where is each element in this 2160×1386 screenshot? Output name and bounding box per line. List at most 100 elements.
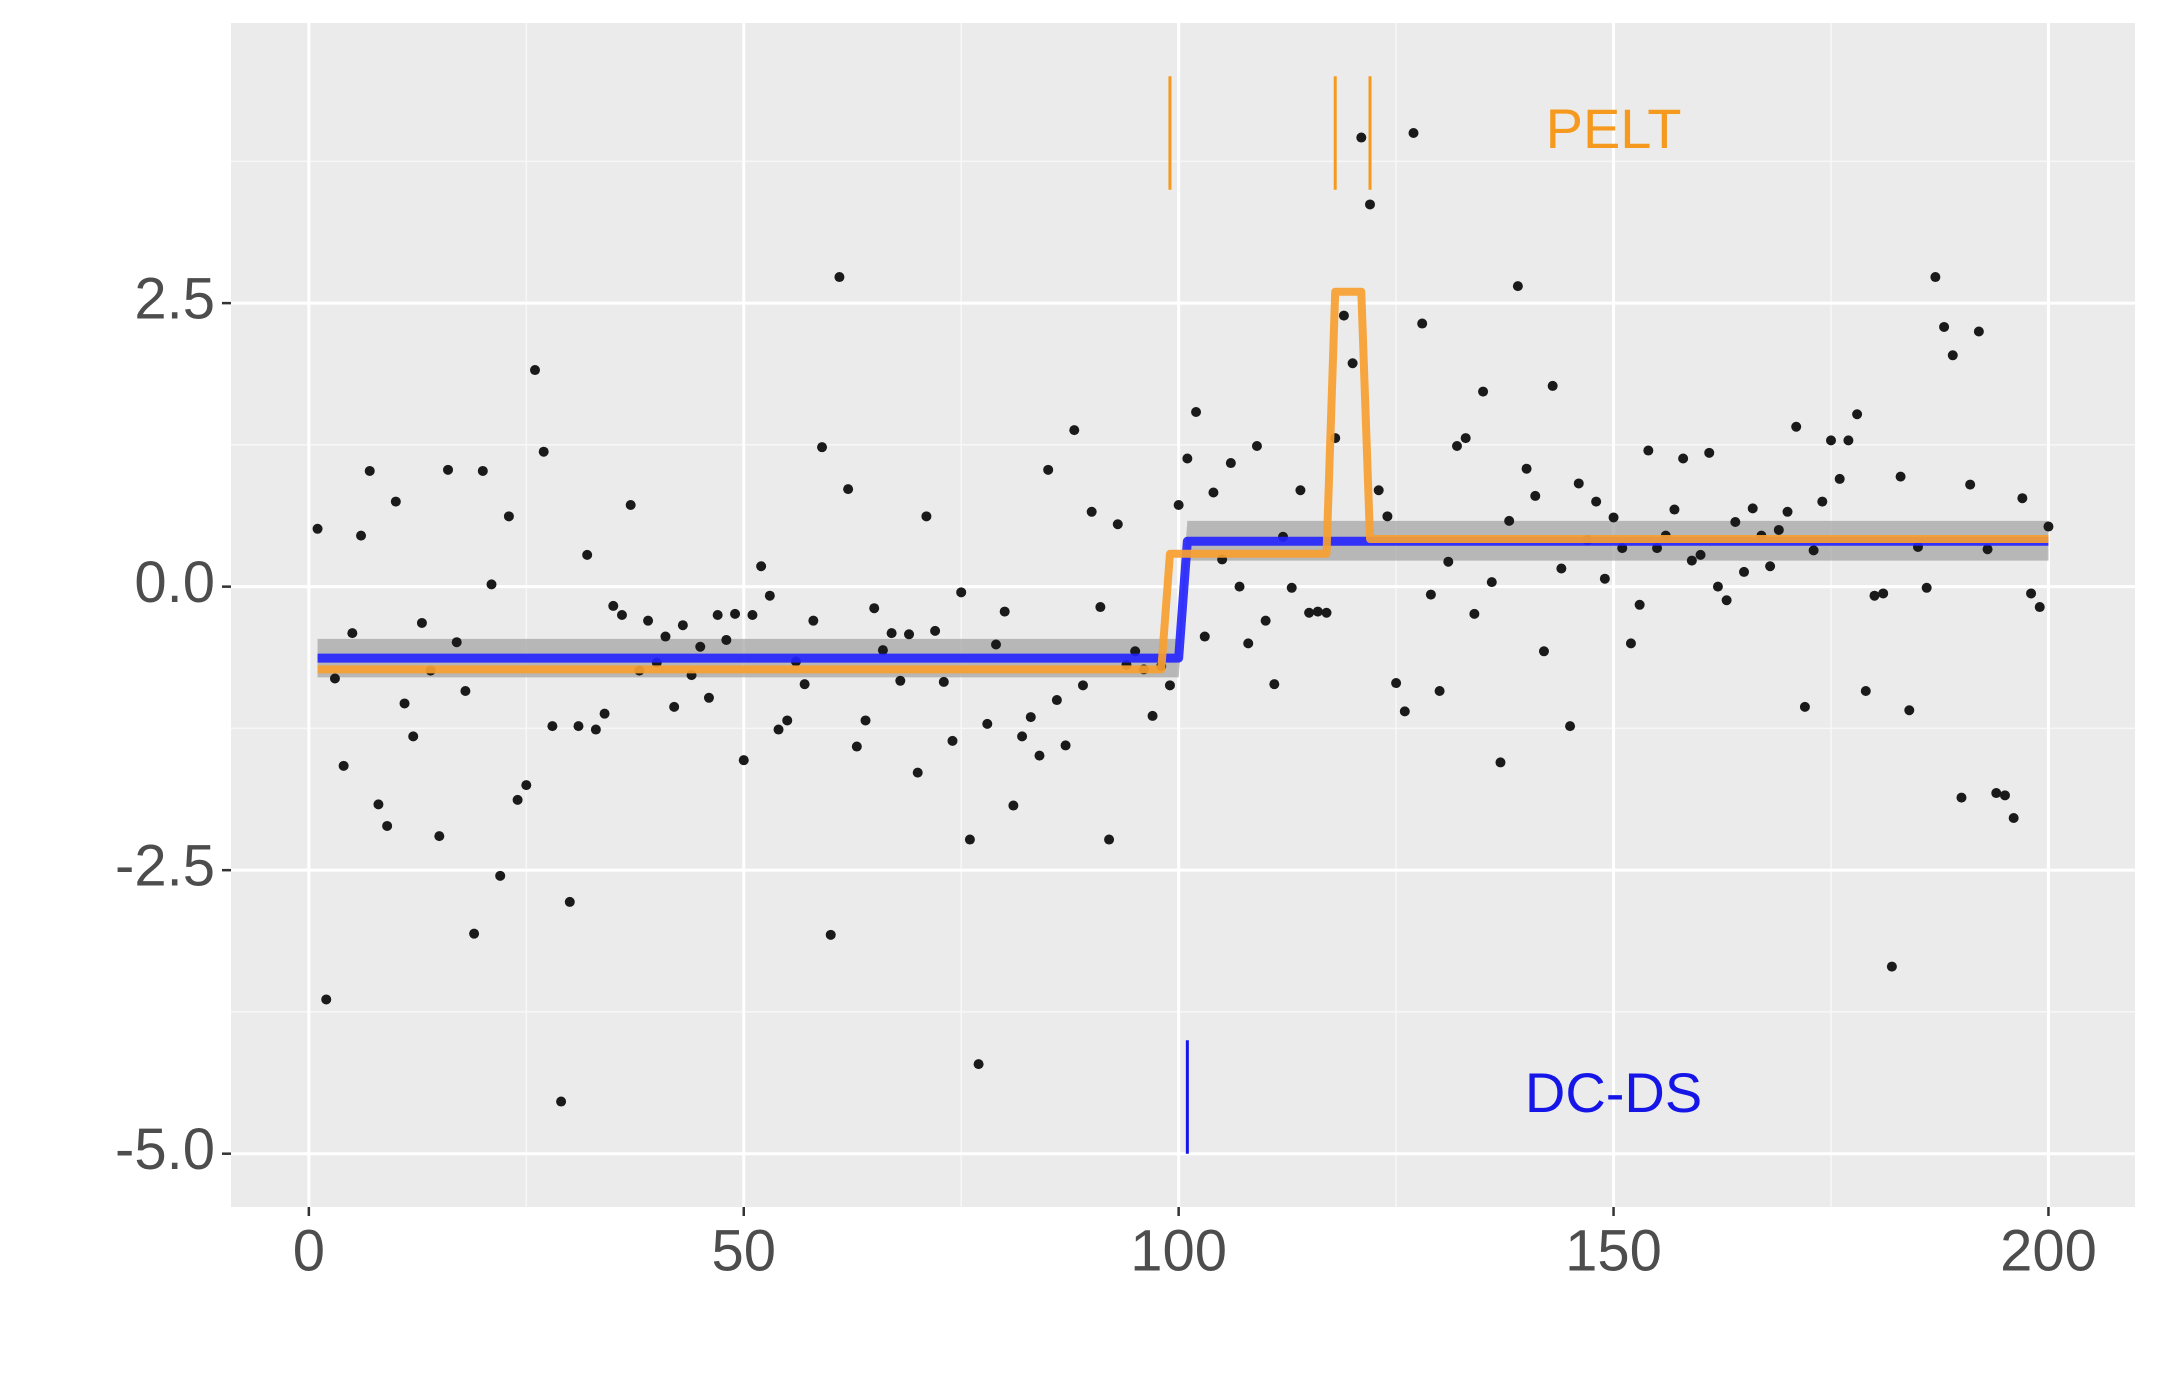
data-point xyxy=(1834,473,1845,484)
data-point xyxy=(356,530,367,541)
data-point xyxy=(529,365,540,376)
x-tick-label: 200 xyxy=(2000,1218,2097,1283)
data-point xyxy=(399,698,410,709)
data-point xyxy=(1008,800,1019,811)
data-point xyxy=(1104,834,1115,845)
data-point xyxy=(495,870,506,881)
data-point xyxy=(973,1059,984,1070)
data-point xyxy=(1530,490,1541,501)
data-point xyxy=(1077,680,1088,691)
data-point xyxy=(1860,685,1871,696)
data-point xyxy=(1895,471,1906,482)
data-point xyxy=(1599,573,1610,584)
data-point xyxy=(1991,788,2002,799)
data-point xyxy=(1034,750,1045,761)
data-point xyxy=(1304,607,1315,618)
data-point xyxy=(1356,132,1367,143)
data-point xyxy=(1565,721,1576,732)
data-point xyxy=(1391,678,1402,689)
data-point xyxy=(1704,447,1715,458)
data-point xyxy=(564,896,575,907)
data-point xyxy=(1547,380,1558,391)
data-point xyxy=(477,465,488,476)
data-point xyxy=(1573,478,1584,489)
data-point xyxy=(964,834,975,845)
data-point xyxy=(712,610,723,620)
data-point xyxy=(1686,555,1697,566)
data-point xyxy=(1504,515,1515,526)
data-point xyxy=(1095,602,1106,613)
data-point xyxy=(912,767,923,778)
data-point xyxy=(930,625,941,636)
data-point xyxy=(730,608,741,619)
data-point xyxy=(834,272,845,283)
data-point xyxy=(1164,680,1175,691)
data-point xyxy=(512,794,523,805)
data-point xyxy=(825,929,836,940)
data-point xyxy=(851,741,862,752)
fitted-line xyxy=(317,287,2049,674)
annotation: PELT xyxy=(1546,97,1682,160)
data-point xyxy=(443,464,454,475)
data-point xyxy=(1930,272,1941,283)
data-point xyxy=(721,634,732,645)
data-point xyxy=(1495,757,1506,768)
data-point xyxy=(877,645,888,656)
data-point xyxy=(469,928,480,939)
data-point xyxy=(782,715,793,726)
data-point xyxy=(843,484,854,495)
data-point xyxy=(1765,561,1776,572)
data-point xyxy=(1173,499,1184,510)
data-point xyxy=(521,780,532,791)
data-point xyxy=(1399,706,1410,717)
data-point xyxy=(2008,813,2019,824)
data-point xyxy=(1425,589,1436,600)
data-point xyxy=(1234,581,1245,592)
data-point xyxy=(1956,792,1967,803)
data-point xyxy=(364,465,375,476)
data-point xyxy=(660,631,671,642)
data-point xyxy=(1312,606,1323,617)
data-point xyxy=(2034,602,2045,613)
data-point xyxy=(1017,731,1028,742)
y-tick-label: -2.5 xyxy=(115,834,215,899)
data-point xyxy=(347,628,358,639)
data-point xyxy=(921,511,932,522)
y-tick-label: -5.0 xyxy=(115,1117,215,1182)
data-point xyxy=(547,721,558,732)
data-point xyxy=(669,701,680,712)
data-point xyxy=(1243,638,1254,649)
data-point xyxy=(573,721,584,732)
data-point xyxy=(1208,487,1219,498)
data-point xyxy=(999,606,1010,617)
data-point xyxy=(1939,321,1950,332)
data-point xyxy=(556,1096,567,1107)
data-point xyxy=(1625,638,1636,649)
data-point xyxy=(808,615,819,626)
data-point xyxy=(1451,441,1462,452)
data-point xyxy=(1869,590,1880,601)
data-point xyxy=(608,600,619,611)
data-point xyxy=(1043,464,1054,475)
data-point xyxy=(503,511,514,522)
data-point xyxy=(1478,386,1489,397)
x-tick-label: 150 xyxy=(1565,1218,1662,1283)
data-point xyxy=(1469,608,1480,619)
data-point xyxy=(799,679,810,690)
data-point xyxy=(869,603,880,614)
data-point xyxy=(1669,504,1680,515)
data-point xyxy=(1521,463,1532,474)
data-point xyxy=(773,724,784,735)
data-point xyxy=(1338,310,1349,321)
data-point xyxy=(1060,740,1071,751)
data-point xyxy=(312,523,323,534)
data-point xyxy=(703,692,714,703)
data-point xyxy=(1634,599,1645,610)
data-point xyxy=(1739,566,1750,577)
data-point xyxy=(1373,485,1384,496)
data-point xyxy=(1260,615,1271,626)
data-point xyxy=(1538,646,1549,657)
data-point xyxy=(1608,512,1619,523)
data-point xyxy=(1643,445,1654,456)
